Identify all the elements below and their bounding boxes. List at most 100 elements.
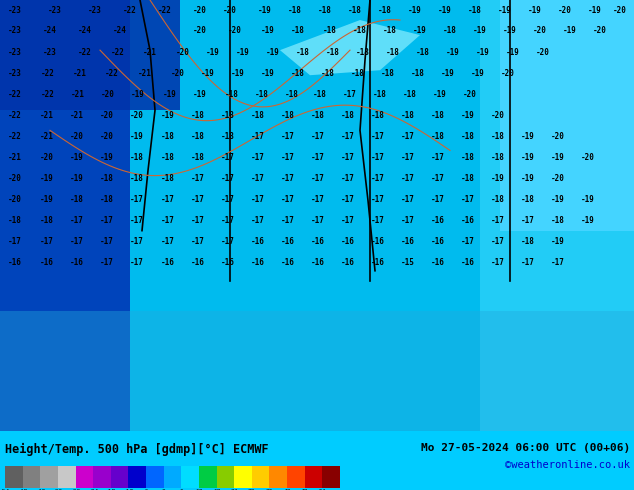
Text: -17: -17 bbox=[130, 195, 144, 204]
Text: -54: -54 bbox=[0, 489, 11, 490]
FancyBboxPatch shape bbox=[164, 466, 181, 488]
Text: -18: -18 bbox=[161, 132, 175, 141]
FancyBboxPatch shape bbox=[500, 0, 634, 231]
Text: 42: 42 bbox=[283, 489, 291, 490]
Text: -17: -17 bbox=[341, 174, 355, 183]
Text: -19: -19 bbox=[70, 153, 84, 162]
Text: -20: -20 bbox=[228, 25, 242, 35]
Text: -16: -16 bbox=[311, 237, 325, 246]
Text: -19: -19 bbox=[491, 174, 505, 183]
Text: -18: -18 bbox=[321, 69, 335, 78]
Text: -17: -17 bbox=[221, 195, 235, 204]
Text: -23: -23 bbox=[8, 48, 22, 57]
Text: -18: -18 bbox=[356, 48, 370, 57]
Text: -19: -19 bbox=[161, 111, 175, 120]
Text: -18: -18 bbox=[100, 174, 114, 183]
Text: -18: -18 bbox=[161, 153, 175, 162]
FancyBboxPatch shape bbox=[269, 466, 287, 488]
Text: -19: -19 bbox=[521, 132, 535, 141]
FancyBboxPatch shape bbox=[480, 0, 634, 431]
Text: -19: -19 bbox=[413, 25, 427, 35]
FancyBboxPatch shape bbox=[0, 431, 634, 490]
Text: -18: -18 bbox=[291, 25, 305, 35]
Text: -16: -16 bbox=[8, 258, 22, 267]
Text: -16: -16 bbox=[341, 237, 355, 246]
Text: -19: -19 bbox=[551, 195, 565, 204]
Text: -16: -16 bbox=[311, 258, 325, 267]
FancyBboxPatch shape bbox=[58, 466, 75, 488]
Text: 0: 0 bbox=[162, 489, 165, 490]
Text: -18: -18 bbox=[288, 5, 302, 15]
Text: -24: -24 bbox=[78, 25, 92, 35]
Text: -17: -17 bbox=[431, 153, 445, 162]
Text: -18: -18 bbox=[491, 132, 505, 141]
Text: -18: -18 bbox=[105, 489, 117, 490]
Text: -19: -19 bbox=[261, 69, 275, 78]
Text: -20: -20 bbox=[193, 25, 207, 35]
Text: -17: -17 bbox=[281, 195, 295, 204]
Text: -19: -19 bbox=[261, 25, 275, 35]
Text: -19: -19 bbox=[551, 153, 565, 162]
Text: -18: -18 bbox=[221, 132, 235, 141]
Polygon shape bbox=[280, 20, 420, 75]
Text: -21: -21 bbox=[73, 69, 87, 78]
Text: -36: -36 bbox=[52, 489, 63, 490]
Text: -20: -20 bbox=[130, 111, 144, 120]
Text: -23: -23 bbox=[48, 5, 62, 15]
Text: -18: -18 bbox=[191, 153, 205, 162]
Text: -19: -19 bbox=[441, 69, 455, 78]
Text: -18: -18 bbox=[491, 153, 505, 162]
Text: -17: -17 bbox=[161, 216, 175, 225]
Text: -18: -18 bbox=[386, 48, 400, 57]
Text: -17: -17 bbox=[191, 216, 205, 225]
Text: -18: -18 bbox=[381, 69, 395, 78]
Text: -18: -18 bbox=[401, 111, 415, 120]
FancyBboxPatch shape bbox=[181, 466, 199, 488]
FancyBboxPatch shape bbox=[234, 466, 252, 488]
Text: -19: -19 bbox=[201, 69, 215, 78]
Text: -18: -18 bbox=[161, 174, 175, 183]
Text: -18: -18 bbox=[416, 48, 430, 57]
Text: -17: -17 bbox=[191, 195, 205, 204]
Text: ©weatheronline.co.uk: ©weatheronline.co.uk bbox=[505, 460, 630, 470]
Text: -20: -20 bbox=[70, 132, 84, 141]
Text: -22: -22 bbox=[8, 111, 22, 120]
Text: -18: -18 bbox=[323, 25, 337, 35]
Text: -17: -17 bbox=[551, 258, 565, 267]
Text: -17: -17 bbox=[311, 195, 325, 204]
Text: -17: -17 bbox=[191, 174, 205, 183]
Text: -18: -18 bbox=[348, 5, 362, 15]
Text: -20: -20 bbox=[100, 111, 114, 120]
Text: -19: -19 bbox=[506, 48, 520, 57]
Text: -18: -18 bbox=[296, 48, 310, 57]
Text: -17: -17 bbox=[130, 258, 144, 267]
FancyBboxPatch shape bbox=[199, 466, 217, 488]
Text: -20: -20 bbox=[501, 69, 515, 78]
Text: -21: -21 bbox=[143, 48, 157, 57]
Text: -18: -18 bbox=[383, 25, 397, 35]
Text: -18: -18 bbox=[281, 111, 295, 120]
Text: -19: -19 bbox=[438, 5, 452, 15]
Text: -17: -17 bbox=[70, 216, 84, 225]
Text: -22: -22 bbox=[8, 132, 22, 141]
Text: -19: -19 bbox=[206, 48, 220, 57]
Text: -19: -19 bbox=[476, 48, 490, 57]
Text: 6: 6 bbox=[179, 489, 183, 490]
Text: -17: -17 bbox=[521, 216, 535, 225]
Text: -22: -22 bbox=[105, 69, 119, 78]
Text: -19: -19 bbox=[163, 90, 177, 99]
Text: -17: -17 bbox=[311, 132, 325, 141]
Text: -19: -19 bbox=[503, 25, 517, 35]
Text: -17: -17 bbox=[341, 153, 355, 162]
Text: -17: -17 bbox=[491, 237, 505, 246]
Text: -18: -18 bbox=[431, 111, 445, 120]
Text: -17: -17 bbox=[461, 195, 475, 204]
FancyBboxPatch shape bbox=[129, 466, 146, 488]
Text: -17: -17 bbox=[371, 216, 385, 225]
Text: -17: -17 bbox=[100, 216, 114, 225]
Text: -18: -18 bbox=[100, 195, 114, 204]
Text: -17: -17 bbox=[311, 153, 325, 162]
Text: -17: -17 bbox=[221, 237, 235, 246]
Text: -20: -20 bbox=[613, 5, 627, 15]
Text: -18: -18 bbox=[411, 69, 425, 78]
